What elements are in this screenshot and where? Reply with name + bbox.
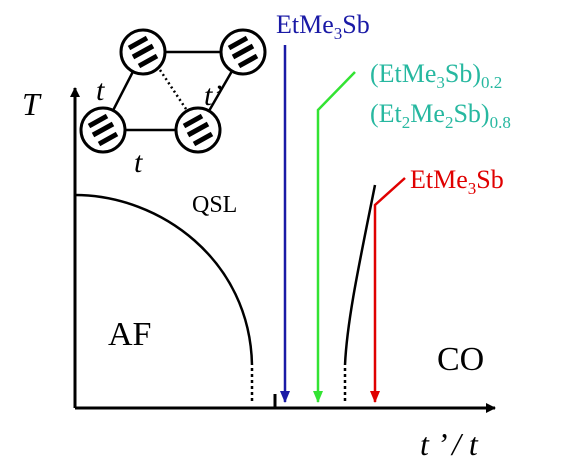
y-axis-label: T [22,86,42,122]
formula-part: EtMe [276,10,334,39]
formula-part: Sb [342,10,369,39]
formula-part: Sb) [445,59,481,88]
x-axis-label: t ’ / t [420,426,479,462]
compound-label: EtMe3Sb [276,10,370,43]
formula-part: Me [410,99,445,128]
compound-label: EtMe3Sb [410,165,504,198]
lattice [81,30,265,152]
subscript: 2 [445,113,454,132]
compound-label: (Et2Me2Sb)0.8 [370,99,511,132]
formula-part: (EtMe [370,59,436,88]
region-label: CO [437,341,484,378]
hopping-label: t [134,146,143,179]
region-label: QSL [192,192,237,218]
formula-part: (Et [370,99,403,128]
subscript: 0.8 [490,113,511,132]
compound-label: (EtMe3Sb)0.2 [370,59,502,92]
phase-diagram: T t ’ / t t t’ t QSL AF CO EtMe3Sb(EtMe3… [0,0,582,470]
formula-part: Sb [476,165,503,194]
subscript: 3 [436,73,445,92]
hopping-label: t’ [204,79,222,112]
formula-part: EtMe [410,165,468,194]
formula-part: Sb) [453,99,489,128]
subscript: 0.2 [481,73,502,92]
subscript: 3 [334,24,343,43]
region-label: AF [108,316,151,353]
hopping-label: t [96,74,105,107]
subscript: 3 [468,179,477,198]
subscript: 2 [402,113,411,132]
